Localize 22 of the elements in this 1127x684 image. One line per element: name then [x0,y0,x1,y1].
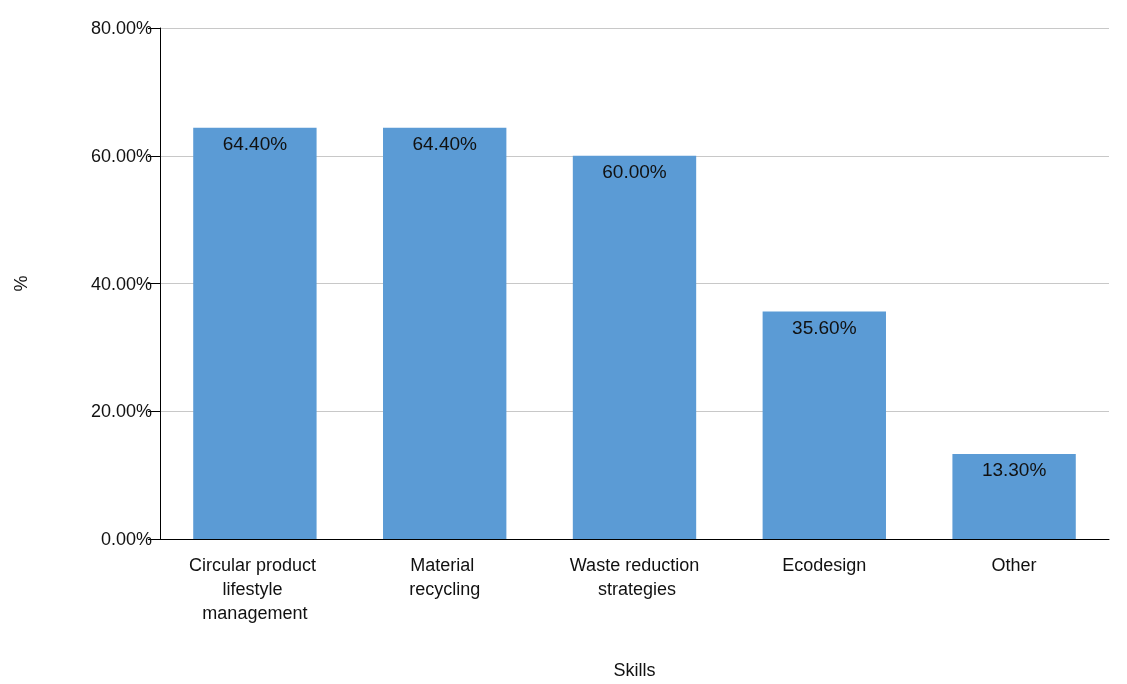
data-label: 60.00% [602,160,667,182]
data-label: 13.30% [981,459,1047,481]
data-label: 64.40% [222,132,288,154]
x-tick-label: Circular product lifestyle management [188,555,321,623]
y-tick-label: 0.00% [100,529,152,549]
y-axis-title: % [11,275,31,292]
y-tick-label: 40.00% [90,273,152,294]
y-tick-label: 60.00% [90,145,152,166]
bar [193,127,317,539]
x-tick-label: Other [991,555,1037,575]
bar [762,311,886,539]
y-tick-label: 80.00% [90,18,152,38]
x-axis-title: Skills [613,660,656,680]
data-label: 35.60% [792,316,857,338]
x-tick-label: Ecodesign [782,555,867,575]
data-label: 64.40% [412,132,478,154]
bar [952,454,1076,539]
bar [572,155,697,539]
x-tick-label: Waste reduction strategies [569,555,700,599]
y-tick-label: 20.00% [90,401,152,422]
x-tick-label: Material recycling [409,555,481,599]
bar [383,127,507,539]
